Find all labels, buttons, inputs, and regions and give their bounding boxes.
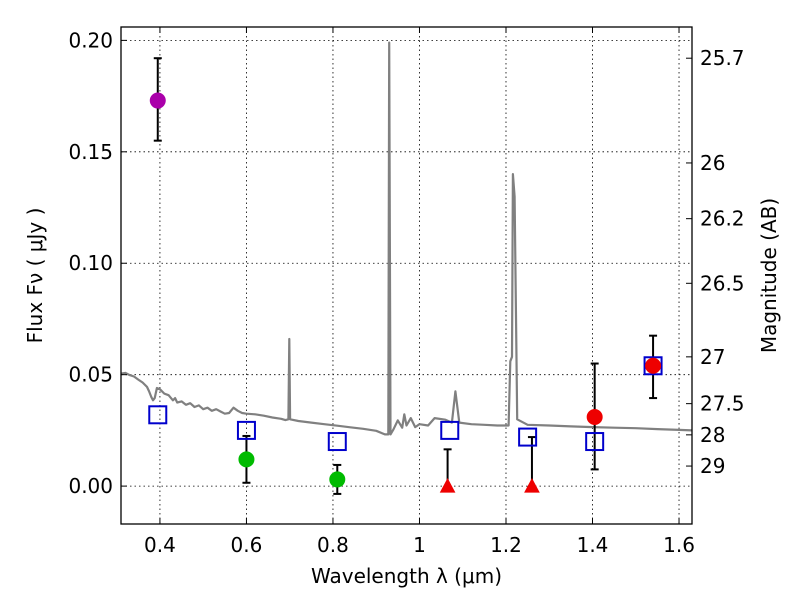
y-axis-label: Flux Fν ( μJy ) bbox=[23, 208, 47, 344]
upper-limit-triangle bbox=[524, 478, 540, 493]
y2-axis-label: Magnitude (AB) bbox=[757, 198, 781, 353]
x-tick-label: 1 bbox=[413, 533, 426, 557]
observed-photometry-series bbox=[149, 92, 662, 493]
x-axis-label: Wavelength λ (μm) bbox=[311, 564, 502, 588]
x-tick-label: 0.4 bbox=[144, 533, 176, 557]
y-tick-label: 0.15 bbox=[68, 140, 113, 164]
model-sed-series bbox=[120, 41, 693, 436]
y2-tick-label: 28 bbox=[700, 423, 725, 447]
y2-tick-label: 26.2 bbox=[700, 207, 745, 231]
y2-tick-label: 26 bbox=[700, 151, 725, 175]
upper-limit-triangle bbox=[439, 478, 456, 493]
axis-ticks: 0.4 0.6 0.8 1 1.2 1.4 1.6 0.00 0.05 0.10 0.15 0.20 2… bbox=[68, 27, 745, 557]
model-photometry-square bbox=[236, 420, 256, 440]
y-tick-label: 0.00 bbox=[68, 474, 113, 498]
model-photometry-square bbox=[148, 405, 168, 425]
plot-frame bbox=[120, 26, 693, 525]
x-tick-label: 0.6 bbox=[231, 533, 263, 557]
x-tick-label: 0.8 bbox=[317, 533, 349, 557]
model-photometry-square bbox=[585, 432, 605, 452]
y2-tick-label: 27.5 bbox=[700, 392, 745, 416]
y2-tick-label: 29 bbox=[700, 454, 725, 478]
grid bbox=[121, 27, 692, 524]
y2-tick-label: 26.5 bbox=[700, 271, 745, 295]
model-photometry-series bbox=[148, 356, 663, 452]
error-bars bbox=[153, 57, 658, 495]
y-tick-label: 0.20 bbox=[68, 28, 113, 52]
y2-tick-label: 25.7 bbox=[700, 46, 745, 70]
x-tick-label: 1.4 bbox=[577, 533, 609, 557]
model-photometry-square bbox=[440, 420, 460, 440]
photometry-point bbox=[149, 92, 166, 109]
photometry-point bbox=[238, 451, 255, 468]
x-tick-label: 1.2 bbox=[490, 533, 522, 557]
x-tick-label: 1.6 bbox=[663, 533, 695, 557]
y2-tick-label: 27 bbox=[700, 345, 725, 369]
photometry-point bbox=[645, 357, 662, 374]
model-photometry-square bbox=[518, 427, 538, 447]
y-tick-label: 0.05 bbox=[68, 363, 113, 387]
photometry-point bbox=[586, 409, 603, 426]
photometry-point bbox=[329, 471, 346, 488]
model-photometry-square bbox=[643, 356, 663, 376]
y-tick-label: 0.10 bbox=[68, 251, 113, 275]
model-sed-line bbox=[120, 41, 693, 436]
model-photometry-square bbox=[327, 432, 347, 452]
